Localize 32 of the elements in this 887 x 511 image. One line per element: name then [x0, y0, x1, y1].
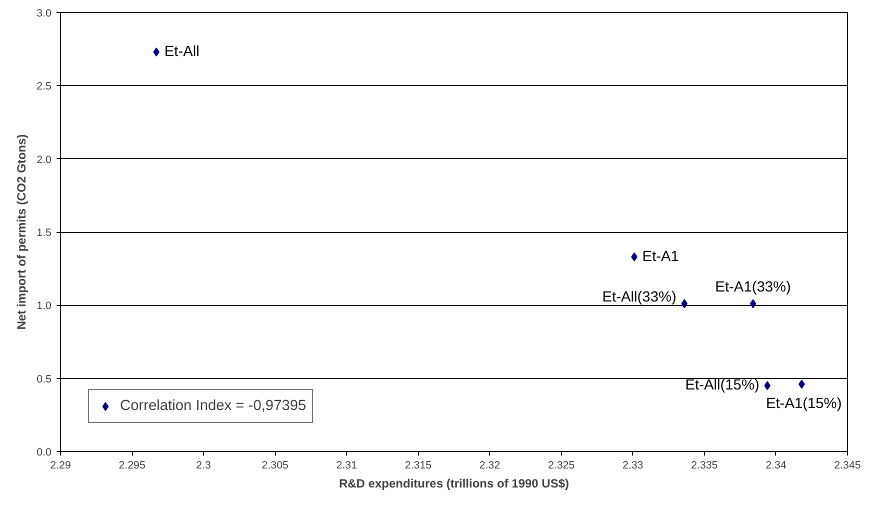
x-tick-label: 2.295: [118, 460, 146, 472]
y-tick-label: 3.0: [36, 8, 52, 20]
y-tick-label: 2.0: [36, 154, 52, 166]
annotation: Et-All(15%): [685, 378, 760, 394]
point: [153, 48, 160, 57]
x-tick-label: 2.29: [50, 460, 71, 472]
annotation: Et-All(33%): [602, 290, 676, 306]
x-tick-label: 2.345: [834, 460, 861, 472]
y-tick-label: 0.0: [36, 446, 52, 458]
point: [764, 381, 771, 390]
x-tick-label: 2.33: [622, 460, 644, 472]
y-tick-label: 1.0: [36, 300, 52, 312]
x-tick-label: 2.34: [766, 460, 786, 472]
y-tick-label: 0.5: [36, 373, 52, 386]
annotation: Et-A1: [642, 248, 679, 265]
x-tick-label: 2.325: [548, 460, 575, 472]
x-tick-label: 2.315: [404, 460, 432, 472]
annotation: Et-A1(15%): [766, 396, 842, 412]
annotation: Et-A1(33%): [715, 280, 791, 296]
x-tick-label: 2.335: [691, 460, 718, 472]
x-tick-label: 2.305: [262, 460, 289, 472]
x-tick-label: 2.31: [336, 460, 358, 472]
y-tick-label: 1.5: [36, 227, 52, 239]
x-tick-label: 2.3: [196, 460, 212, 472]
y-tick-label: 2.5: [36, 80, 52, 93]
point: [750, 299, 756, 308]
x-axis-title: R&D expenditures (trillions of 1990 US$): [338, 476, 570, 490]
point: [681, 299, 688, 308]
legend-label: Correlation Index = -0,97395: [120, 398, 306, 414]
annotation: Et-All: [164, 44, 200, 60]
y-axis-title: Net import of permits (CO2 Gtons): [14, 134, 29, 330]
x-tick-label: 2.32: [479, 460, 500, 472]
